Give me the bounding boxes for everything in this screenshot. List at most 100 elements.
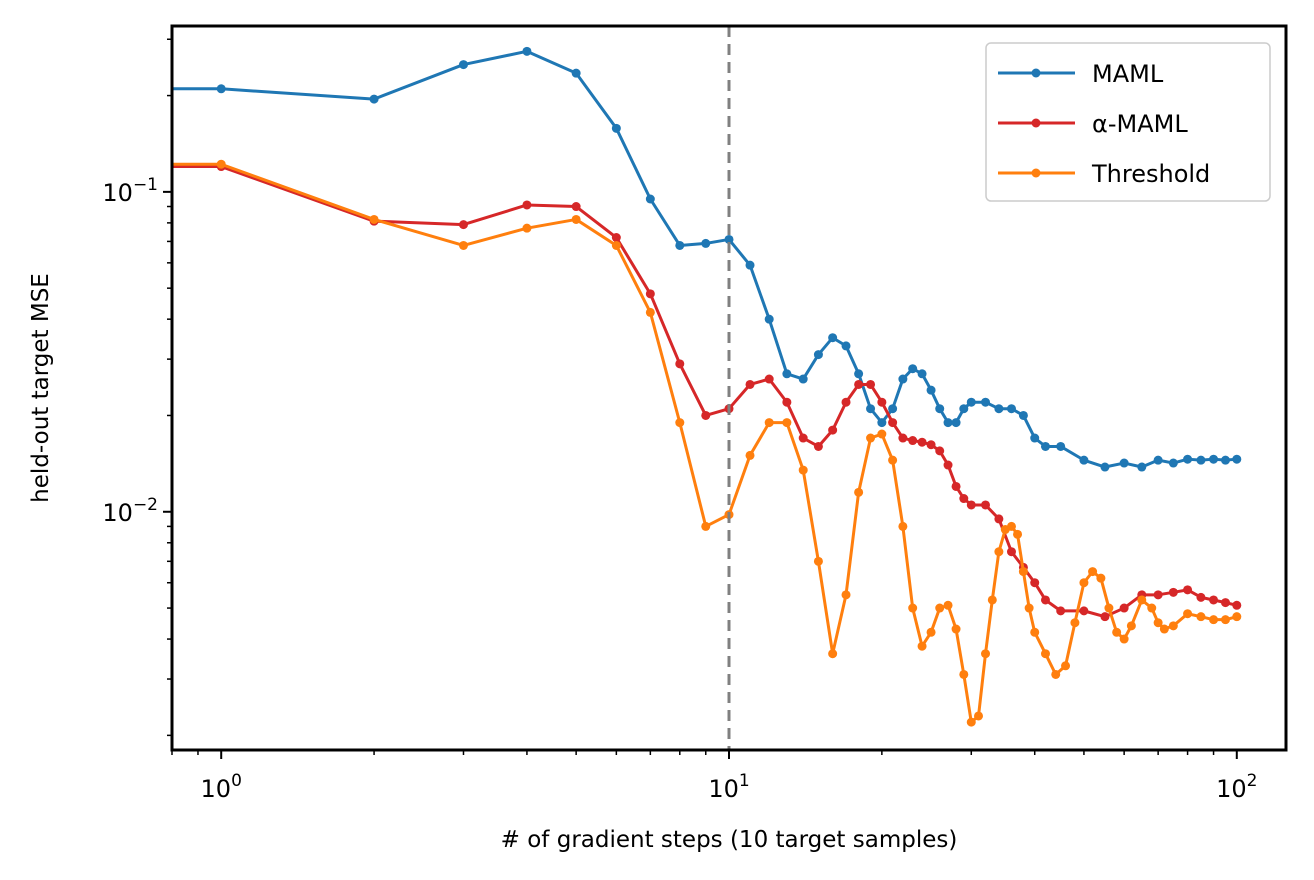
data-point xyxy=(764,374,774,384)
data-point xyxy=(1209,595,1219,605)
data-point xyxy=(369,94,379,104)
data-point xyxy=(675,418,685,428)
data-point xyxy=(1196,455,1206,465)
data-point xyxy=(1040,649,1050,659)
data-point xyxy=(1209,454,1219,464)
data-point xyxy=(959,494,969,504)
data-point xyxy=(908,603,918,613)
data-point xyxy=(798,374,808,384)
data-point xyxy=(943,600,953,610)
data-point xyxy=(951,481,961,491)
data-point xyxy=(1030,433,1040,443)
data-point xyxy=(1137,595,1147,605)
data-point xyxy=(108,160,117,169)
data-point xyxy=(951,624,961,634)
plot-area xyxy=(108,24,1288,752)
data-point xyxy=(866,433,876,443)
data-point xyxy=(877,429,887,439)
legend-label: MAML xyxy=(1092,60,1164,88)
legend-frame xyxy=(985,42,1271,202)
data-point xyxy=(1119,603,1129,613)
x-tick-label: 102 xyxy=(1216,771,1257,803)
y-tick-label: 10−1 xyxy=(102,175,158,207)
data-point xyxy=(645,194,655,204)
series-line xyxy=(172,162,1238,724)
data-point xyxy=(764,314,774,324)
data-point xyxy=(1096,573,1106,583)
x-tick-label: 100 xyxy=(201,771,242,803)
data-point xyxy=(1030,578,1040,588)
data-point xyxy=(981,649,991,659)
data-point xyxy=(571,202,581,212)
data-point xyxy=(898,433,908,443)
data-point xyxy=(1051,669,1061,679)
data-point xyxy=(1153,618,1163,628)
data-point xyxy=(987,595,997,605)
data-point xyxy=(1119,458,1129,468)
data-point xyxy=(1137,462,1147,472)
legend-marker xyxy=(1031,168,1041,178)
data-point xyxy=(458,240,468,250)
data-point xyxy=(966,717,976,727)
data-point xyxy=(645,289,655,299)
data-point xyxy=(108,162,117,171)
y-axis: 10−1 10−2 xyxy=(102,38,172,737)
data-point xyxy=(981,500,991,510)
data-point xyxy=(1153,455,1163,465)
data-point xyxy=(926,440,936,450)
data-point xyxy=(1153,590,1163,600)
data-point xyxy=(981,397,991,407)
data-point xyxy=(841,397,851,407)
data-point xyxy=(994,514,1004,524)
data-point xyxy=(935,603,945,613)
data-point xyxy=(813,556,823,566)
y-tick-label: 10−2 xyxy=(102,495,158,527)
series-0 xyxy=(172,46,1242,472)
data-point xyxy=(745,450,755,460)
data-point xyxy=(611,123,621,133)
data-point xyxy=(828,333,838,343)
data-point xyxy=(1232,612,1242,622)
data-point xyxy=(1018,567,1028,577)
data-point xyxy=(216,159,226,169)
data-point xyxy=(798,465,808,475)
data-point xyxy=(854,487,864,497)
data-point xyxy=(1070,618,1080,628)
data-point xyxy=(866,379,876,389)
data-point xyxy=(917,641,927,651)
data-point xyxy=(522,200,532,210)
data-point xyxy=(701,410,711,420)
x-tick-label: 101 xyxy=(708,771,749,803)
data-point xyxy=(959,669,969,679)
series-1 xyxy=(108,162,1242,622)
data-point xyxy=(994,547,1004,557)
data-point xyxy=(1040,595,1050,605)
data-point xyxy=(1024,603,1034,613)
data-point xyxy=(959,404,969,414)
data-point xyxy=(1196,612,1206,622)
data-point xyxy=(724,234,734,244)
data-point xyxy=(1018,410,1028,420)
data-point xyxy=(898,521,908,531)
data-point xyxy=(1220,455,1230,465)
data-point xyxy=(1168,587,1178,597)
legend-label: α-MAML xyxy=(1092,110,1188,138)
data-point xyxy=(522,46,532,56)
series-2 xyxy=(108,159,1242,727)
data-point xyxy=(888,418,898,428)
legend-label: Threshold xyxy=(1091,160,1210,188)
data-point xyxy=(701,521,711,531)
legend-marker xyxy=(1031,118,1041,128)
data-point xyxy=(888,404,898,414)
data-point xyxy=(1147,603,1157,613)
data-point xyxy=(1232,454,1242,464)
data-point xyxy=(1040,441,1050,451)
data-point xyxy=(1061,661,1071,671)
data-point xyxy=(571,68,581,78)
data-point xyxy=(745,379,755,389)
data-point xyxy=(813,350,823,360)
y-axis-label: held-out target MSE xyxy=(28,273,54,503)
data-point xyxy=(458,220,468,230)
series-line xyxy=(172,165,1238,619)
